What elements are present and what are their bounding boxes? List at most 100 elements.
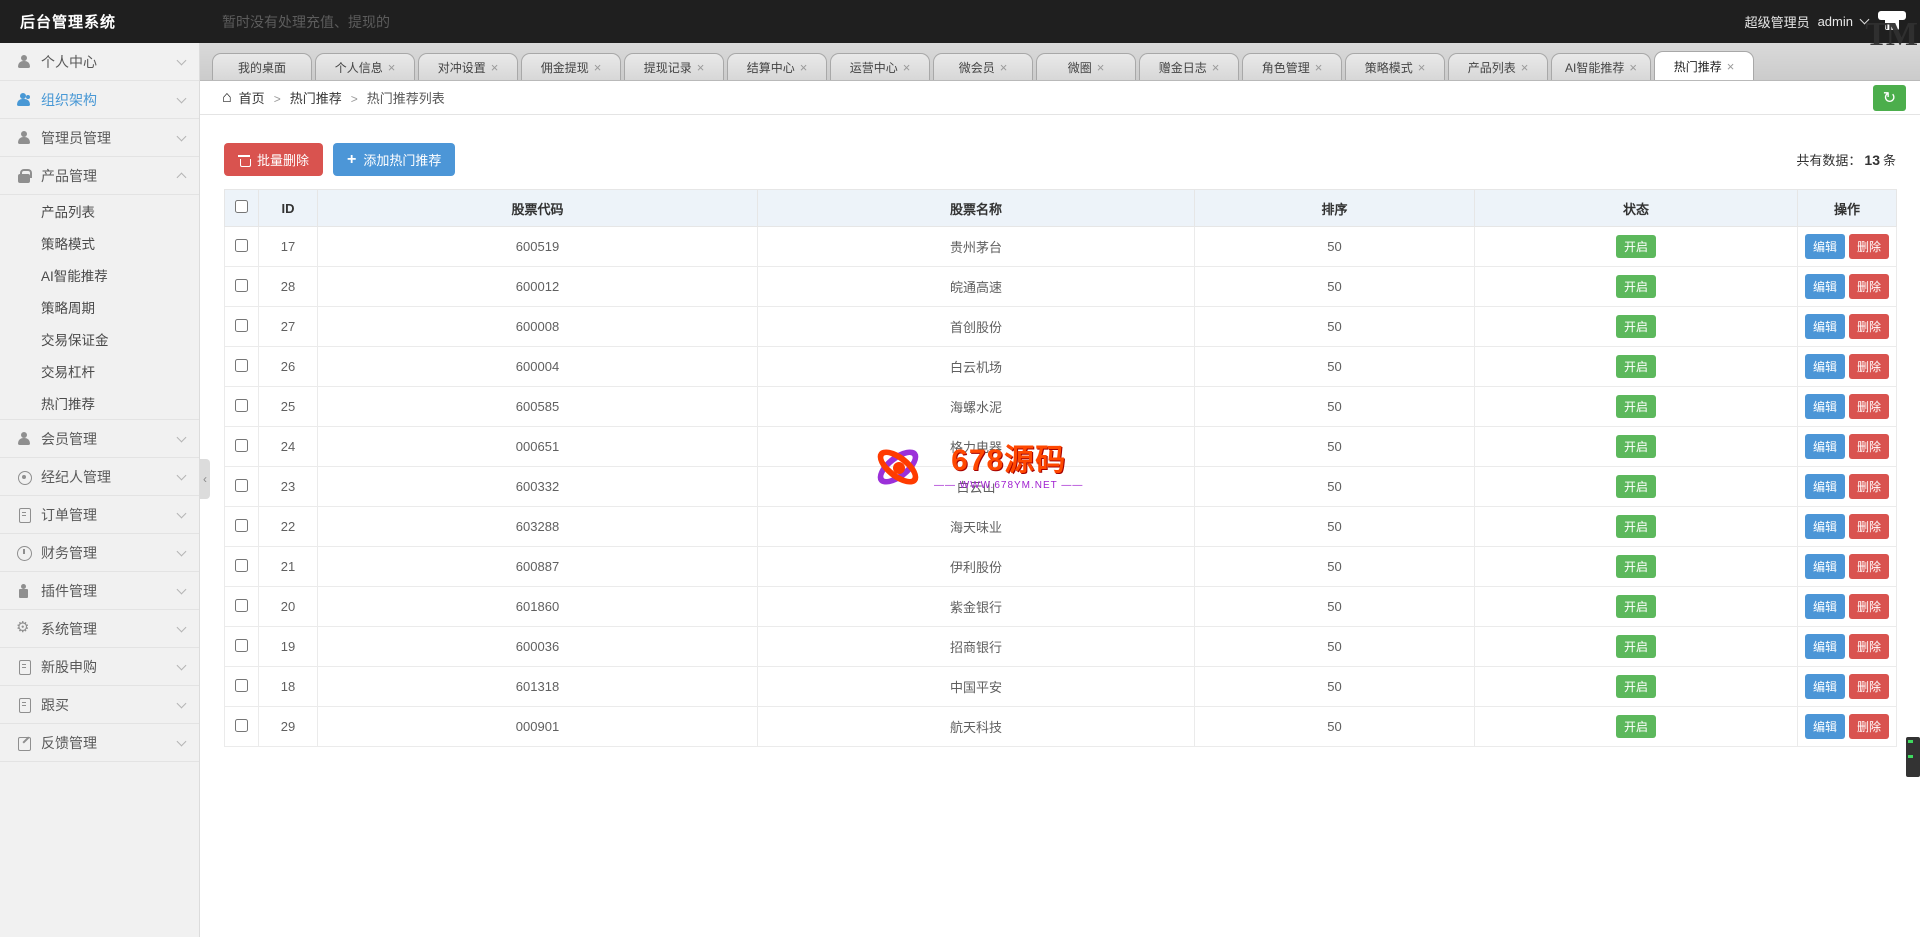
breadcrumb-item-1[interactable]: 热门推荐 [289,91,342,106]
sidebar-item-3[interactable]: 产品管理 [0,157,199,195]
tab-11[interactable]: 策略模式 × [1345,53,1445,80]
close-icon[interactable]: × [696,59,705,75]
delete-button[interactable]: 删除 [1849,714,1890,739]
scrollbar-thumb[interactable] [1906,737,1920,777]
tab-4[interactable]: 提现记录 × [624,53,724,80]
tab-7[interactable]: 微会员 × [933,53,1033,80]
status-badge[interactable]: 开启 [1615,275,1656,298]
close-icon[interactable]: × [1726,58,1735,74]
close-icon[interactable]: × [387,59,396,75]
sidebar-sub-item[interactable]: 产品列表 [41,205,95,220]
row-checkbox[interactable] [235,518,248,532]
breadcrumb-item-0[interactable]: 首页 [238,91,265,106]
sidebar-item-0[interactable]: 个人中心 [0,43,199,81]
tab-8[interactable]: 微圈 × [1036,53,1136,80]
tab-13[interactable]: AI智能推荐 × [1551,53,1651,80]
delete-button[interactable]: 删除 [1849,274,1890,299]
sidebar-item-9[interactable]: 系统管理 [0,610,199,648]
tab-0[interactable]: 我的桌面 [212,53,312,80]
tab-6[interactable]: 运营中心 × [830,53,930,80]
close-icon[interactable]: × [593,59,602,75]
row-checkbox[interactable] [235,278,248,292]
tab-3[interactable]: 佣金提现 × [521,53,621,80]
delete-button[interactable]: 删除 [1849,554,1890,579]
sidebar-item-8[interactable]: 插件管理 [0,572,199,610]
sidebar-collapse-handle[interactable]: ‹ [200,459,210,499]
sidebar-item-11[interactable]: 跟买 [0,686,199,724]
tab-1[interactable]: 个人信息 × [315,53,415,80]
row-checkbox[interactable] [235,358,248,372]
status-badge[interactable]: 开启 [1615,395,1656,418]
status-badge[interactable]: 开启 [1615,555,1656,578]
sidebar-sub-item[interactable]: 交易保证金 [41,333,109,348]
edit-button[interactable]: 编辑 [1804,434,1845,459]
delete-button[interactable]: 删除 [1849,354,1890,379]
refresh-button[interactable]: ↻ [1873,84,1906,111]
row-checkbox[interactable] [235,558,248,572]
edit-button[interactable]: 编辑 [1804,714,1845,739]
sidebar-sub-item[interactable]: 交易杠杆 [41,365,95,380]
row-checkbox[interactable] [235,478,248,492]
status-badge[interactable]: 开启 [1615,235,1656,258]
admin-dropdown[interactable]: 超级管理员 admin [1745,12,1870,31]
close-icon[interactable]: × [490,59,499,75]
delete-button[interactable]: 删除 [1849,434,1890,459]
row-checkbox[interactable] [235,318,248,332]
batch-delete-button[interactable]: 批量删除 [224,143,324,176]
status-badge[interactable]: 开启 [1615,315,1656,338]
status-badge[interactable]: 开启 [1615,355,1656,378]
close-icon[interactable]: × [1211,59,1220,75]
row-checkbox[interactable] [235,638,248,652]
status-badge[interactable]: 开启 [1615,595,1656,618]
status-badge[interactable]: 开启 [1615,675,1656,698]
tab-9[interactable]: 赠金日志 × [1139,53,1239,80]
status-badge[interactable]: 开启 [1615,515,1656,538]
edit-button[interactable]: 编辑 [1804,274,1845,299]
sidebar-item-10[interactable]: 新股申购 [0,648,199,686]
delete-button[interactable]: 删除 [1849,674,1890,699]
tab-2[interactable]: 对冲设置 × [418,53,518,80]
delete-button[interactable]: 删除 [1849,634,1890,659]
tab-5[interactable]: 结算中心 × [727,53,827,80]
sidebar-item-2[interactable]: 管理员管理 [0,119,199,157]
edit-button[interactable]: 编辑 [1804,314,1845,339]
close-icon[interactable]: × [1314,59,1323,75]
edit-button[interactable]: 编辑 [1804,354,1845,379]
row-checkbox[interactable] [235,398,248,412]
edit-button[interactable]: 编辑 [1804,594,1845,619]
status-badge[interactable]: 开启 [1615,475,1656,498]
close-icon[interactable]: × [1629,59,1637,75]
delete-button[interactable]: 删除 [1849,474,1890,499]
tab-12[interactable]: 产品列表 × [1448,53,1548,80]
close-icon[interactable]: × [902,59,911,75]
sidebar-item-6[interactable]: 订单管理 [0,496,199,534]
row-checkbox[interactable] [235,718,248,732]
sidebar-item-5[interactable]: 经纪人管理 [0,458,199,496]
delete-button[interactable]: 删除 [1849,594,1890,619]
close-icon[interactable]: × [999,59,1008,75]
delete-button[interactable]: 删除 [1849,514,1890,539]
edit-button[interactable]: 编辑 [1804,674,1845,699]
tab-14[interactable]: 热门推荐 × [1654,51,1754,80]
sidebar-sub-item[interactable]: 热门推荐 [41,397,95,412]
close-icon[interactable]: × [1520,59,1529,75]
status-badge[interactable]: 开启 [1615,715,1656,738]
edit-button[interactable]: 编辑 [1804,234,1845,259]
sidebar-sub-item[interactable]: 策略模式 [41,237,95,252]
add-hot-button[interactable]: + 添加热门推荐 [333,143,456,176]
status-badge[interactable]: 开启 [1615,635,1656,658]
delete-button[interactable]: 删除 [1849,234,1890,259]
edit-button[interactable]: 编辑 [1804,554,1845,579]
row-checkbox[interactable] [235,678,248,692]
status-badge[interactable]: 开启 [1615,435,1656,458]
close-icon[interactable]: × [1417,59,1426,75]
edit-button[interactable]: 编辑 [1804,634,1845,659]
close-icon[interactable]: × [799,59,808,75]
delete-button[interactable]: 删除 [1849,394,1890,419]
sidebar-item-4[interactable]: 会员管理 [0,420,199,458]
edit-button[interactable]: 编辑 [1804,474,1845,499]
tab-10[interactable]: 角色管理 × [1242,53,1342,80]
sidebar-item-12[interactable]: 反馈管理 [0,724,199,762]
close-icon[interactable]: × [1096,59,1105,75]
row-checkbox[interactable] [235,438,248,452]
